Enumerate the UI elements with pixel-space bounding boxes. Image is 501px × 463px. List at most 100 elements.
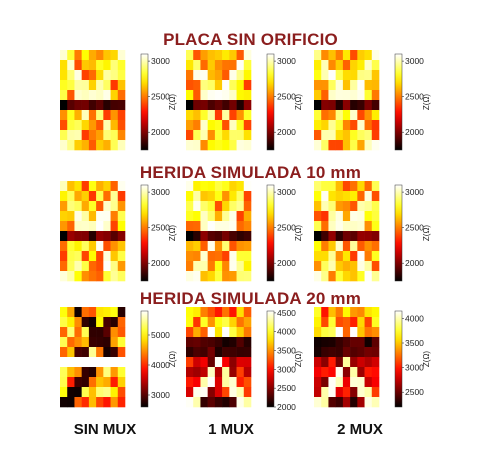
heatmap-cell: [342, 337, 351, 348]
heatmap-cell: [350, 50, 358, 61]
heatmap-cell: [335, 271, 344, 282]
heatmap-cell: [350, 327, 358, 338]
heatmap-cell: [207, 201, 216, 212]
heatmap-cell: [60, 60, 68, 71]
heatmap-cell: [96, 377, 104, 388]
heatmap-cell: [328, 221, 336, 232]
heatmap-cell: [371, 120, 380, 131]
heatmap-cell: [117, 211, 126, 222]
heatmap-cell: [103, 211, 111, 222]
heatmap-cell: [342, 191, 351, 202]
heatmap-cell: [96, 367, 104, 378]
heatmap-cell: [207, 90, 216, 101]
heatmap-cell: [81, 397, 90, 408]
heatmap-cell: [88, 181, 97, 192]
heatmap-cell: [243, 110, 252, 121]
heatmap-cell: [103, 271, 111, 282]
heatmap-cell: [103, 221, 111, 232]
heatmap-cell: [214, 120, 223, 131]
heatmap-cell: [314, 327, 322, 338]
heatmap-cell: [81, 317, 90, 328]
heatmap-cell: [81, 211, 90, 222]
heatmap-cell: [200, 327, 208, 338]
heatmap-cell: [67, 357, 75, 368]
heatmap-cell: [321, 357, 329, 368]
heatmap-cell: [88, 90, 97, 101]
heatmap-cell: [342, 397, 351, 408]
heatmap-cell: [81, 191, 90, 202]
heatmap-cell: [103, 261, 111, 272]
heatmap-cell: [236, 337, 245, 348]
heatmap-cell: [335, 377, 344, 388]
heatmap-cell: [117, 221, 126, 232]
heatmap-cell: [243, 211, 252, 222]
heatmap-cell: [236, 90, 245, 101]
heatmap-cell: [186, 120, 194, 131]
heatmap-cell: [81, 327, 90, 338]
heatmap-panel: 3000 4000 5000 Z(Ω): [60, 307, 180, 414]
heatmap-panel: 2000 2500 3000 Z(Ω): [186, 181, 306, 288]
heatmap-cell: [207, 347, 216, 358]
heatmap-cell: [88, 100, 97, 111]
colorbar-label: Z(Ω): [422, 225, 431, 242]
heatmap-cell: [342, 80, 351, 91]
heatmap-cell: [222, 70, 230, 81]
heatmap-cell: [342, 327, 351, 338]
heatmap-cell: [74, 397, 82, 408]
heatmap-cell: [350, 100, 358, 111]
heatmap-cell: [371, 231, 380, 242]
heatmap-cell: [371, 347, 380, 358]
heatmap-cell: [186, 140, 194, 151]
heatmap-cell: [342, 241, 351, 252]
heatmap-cell: [110, 221, 119, 232]
heatmap-cell: [74, 221, 82, 232]
heatmap-cell: [117, 100, 126, 111]
heatmap-cell: [103, 60, 111, 71]
heatmap-cell: [207, 80, 216, 91]
heatmap-cell: [328, 110, 336, 121]
heatmap-cell: [314, 317, 322, 328]
heatmap-cell: [229, 60, 237, 71]
heatmap-cell: [342, 317, 351, 328]
heatmap-cell: [110, 377, 119, 388]
heatmap-cell: [60, 307, 68, 318]
heatmap-cell: [371, 387, 380, 398]
heatmap-cell: [200, 397, 208, 408]
heatmap-cell: [186, 317, 194, 328]
heatmap-cell: [193, 120, 201, 131]
heatmap-cell: [96, 181, 104, 192]
heatmap-cell: [103, 241, 111, 252]
heatmap-cell: [236, 387, 245, 398]
heatmap-cell: [314, 130, 322, 141]
heatmap-cell: [243, 140, 252, 151]
heatmap-cell: [357, 110, 365, 121]
heatmap-cell: [314, 60, 322, 71]
heatmap-cell: [364, 140, 373, 151]
heatmap-cell: [74, 70, 82, 81]
heatmap-cell: [214, 261, 223, 272]
heatmap-cell: [214, 367, 223, 378]
heatmap-cell: [222, 251, 230, 262]
heatmap-cell: [96, 327, 104, 338]
heatmap-cell: [200, 130, 208, 141]
heatmap-cell: [200, 60, 208, 71]
heatmap-cell: [335, 317, 344, 328]
heatmap-cell: [67, 337, 75, 348]
heatmap-cell: [214, 231, 223, 242]
heatmap-cell: [207, 377, 216, 388]
row-title-placa: PLACA SIN ORIFICIO: [163, 30, 338, 49]
colorbar: [266, 53, 275, 151]
heatmap-cell: [328, 367, 336, 378]
heatmap-cell: [96, 70, 104, 81]
heatmap-cell: [200, 337, 208, 348]
heatmap-cell: [328, 70, 336, 81]
heatmap-cell: [117, 357, 126, 368]
heatmap-cell: [186, 337, 194, 348]
heatmap-cell: [357, 261, 365, 272]
heatmap-cell: [236, 120, 245, 131]
heatmap-cell: [67, 100, 75, 111]
heatmap-cell: [243, 90, 252, 101]
heatmap-cell: [67, 181, 75, 192]
heatmap-cell: [321, 90, 329, 101]
heatmap-cell: [350, 387, 358, 398]
